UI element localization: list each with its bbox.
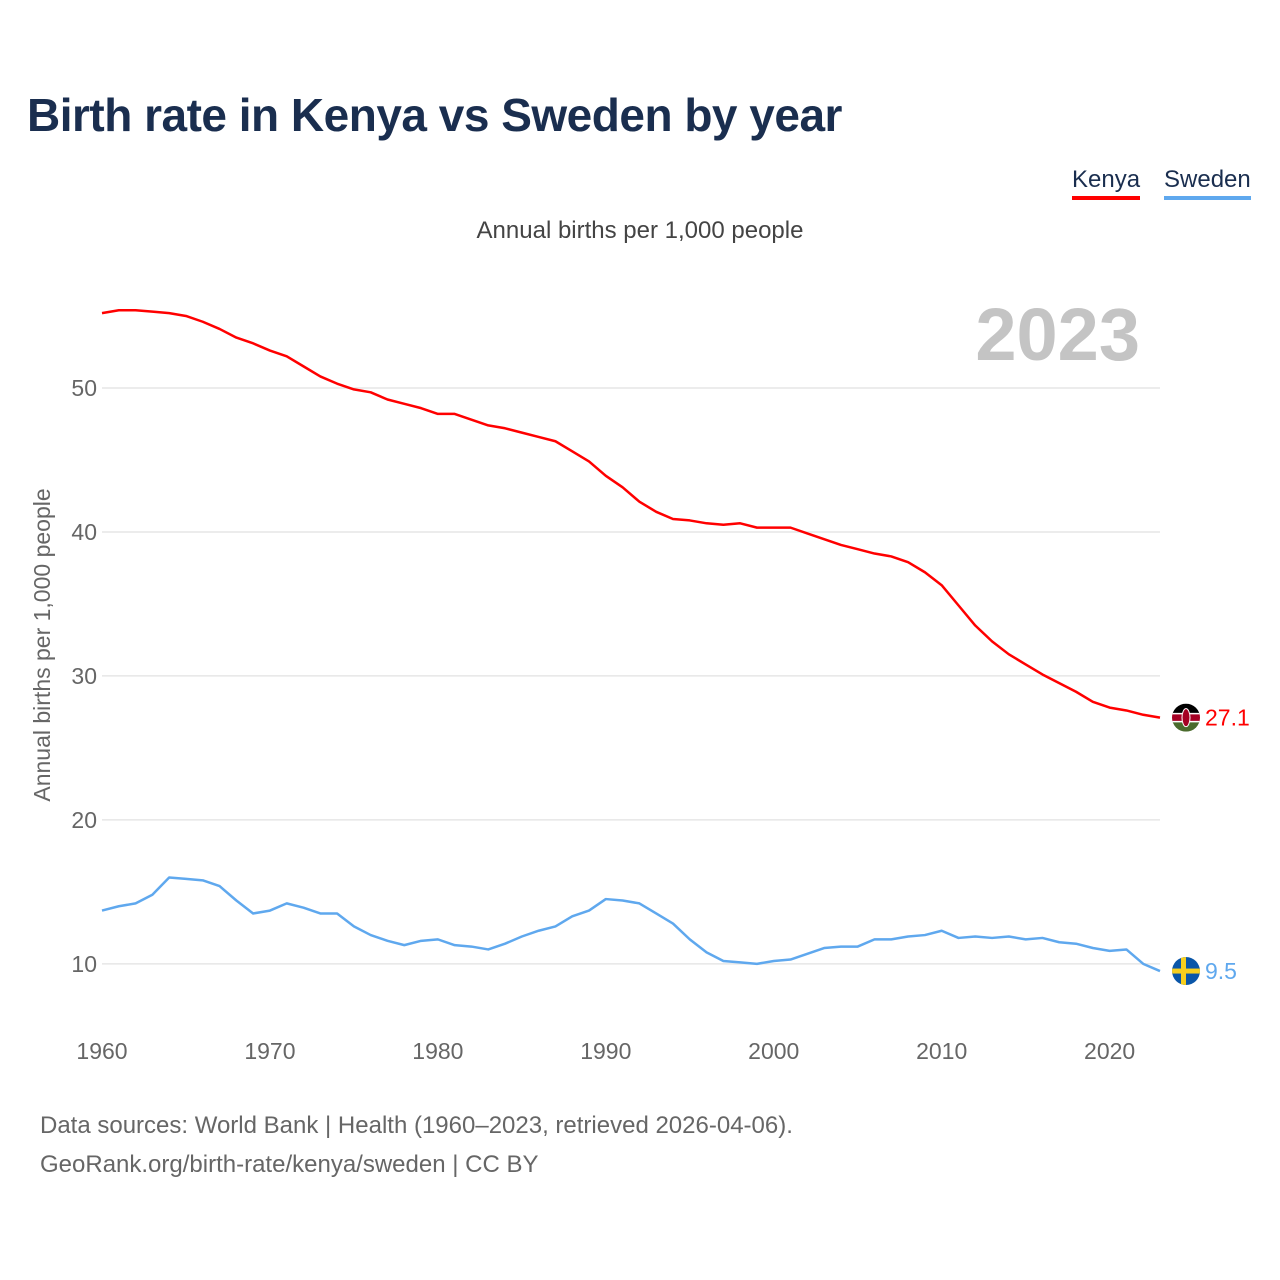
end-value-label: 27.1 bbox=[1205, 705, 1250, 731]
footer-sources: Data sources: World Bank | Health (1960–… bbox=[40, 1112, 793, 1139]
kenya-flag-icon bbox=[1172, 703, 1200, 732]
y-tick-label: 40 bbox=[71, 519, 97, 545]
x-tick-label: 2000 bbox=[748, 1038, 799, 1064]
legend-sweden[interactable]: Sweden bbox=[1164, 166, 1251, 200]
legend-kenya[interactable]: Kenya bbox=[1072, 166, 1141, 200]
y-tick-label: 20 bbox=[71, 807, 97, 833]
chart-title: Birth rate in Kenya vs Sweden by year bbox=[27, 89, 842, 141]
footer-link[interactable]: GeoRank.org/birth-rate/kenya/sweden | CC… bbox=[40, 1151, 539, 1178]
y-tick-label: 50 bbox=[71, 375, 97, 401]
series-line-kenya bbox=[101, 308, 1161, 719]
x-tick-label: 1970 bbox=[244, 1038, 295, 1064]
x-tick-label: 1960 bbox=[76, 1038, 127, 1064]
end-value-label: 9.5 bbox=[1205, 958, 1237, 984]
y-tick-label: 10 bbox=[71, 951, 97, 977]
footer: Data sources: World Bank | Health (1960–… bbox=[40, 1106, 793, 1184]
series-line-sweden bbox=[101, 876, 1161, 973]
x-tick-label: 1990 bbox=[580, 1038, 631, 1064]
y-axis-label: Annual births per 1,000 people bbox=[29, 488, 55, 801]
year-watermark: 2023 bbox=[975, 293, 1140, 376]
chart-subtitle: Annual births per 1,000 people bbox=[476, 217, 804, 244]
x-tick-label: 1980 bbox=[412, 1038, 463, 1064]
y-tick-label: 30 bbox=[71, 663, 97, 689]
x-tick-label: 2010 bbox=[916, 1038, 967, 1064]
x-tick-label: 2020 bbox=[1084, 1038, 1135, 1064]
sweden-flag-icon bbox=[1172, 957, 1200, 986]
